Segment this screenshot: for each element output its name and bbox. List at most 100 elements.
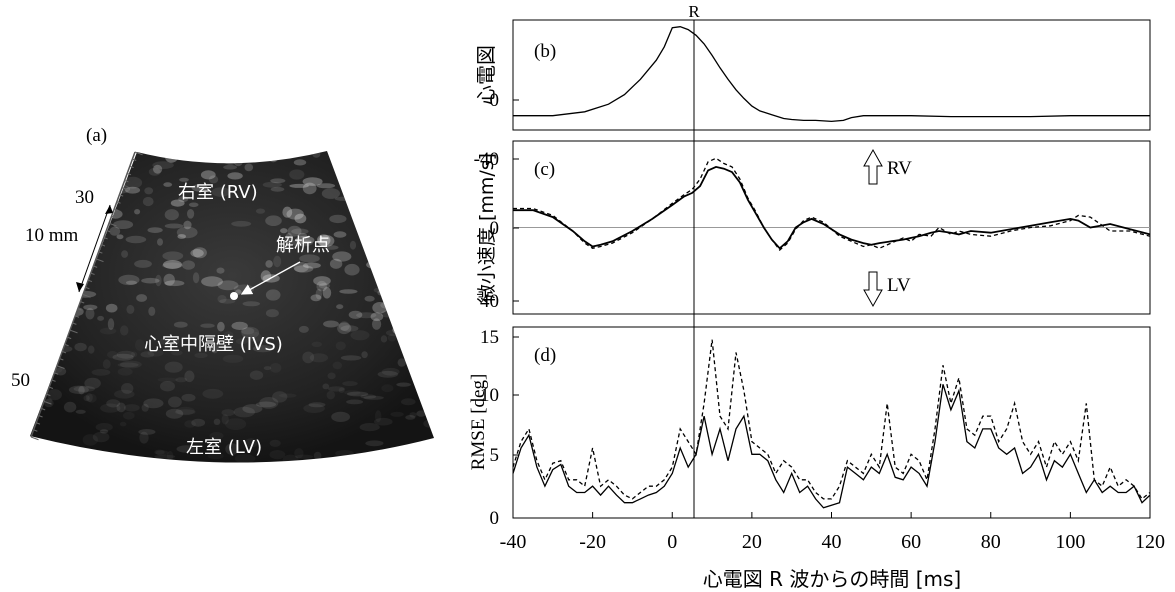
speckle [144, 460, 153, 463]
speckle [87, 345, 95, 354]
speckle [118, 274, 140, 286]
speckle [125, 235, 147, 244]
speckle [136, 151, 154, 154]
speckle [177, 234, 186, 239]
speckle [332, 251, 352, 262]
x-axis-ticks: -40 -20 0 20 40 60 80 100 120 [500, 512, 1165, 553]
speckle [327, 372, 336, 380]
speckle [123, 176, 143, 189]
speckle [265, 215, 282, 226]
scale-bar-line [78, 204, 111, 293]
y-tick-label: 5 [490, 445, 500, 466]
speckle [83, 395, 90, 402]
ruler-tick [116, 201, 121, 204]
speckle [408, 222, 418, 232]
label-ivs: 心室中隔壁 (IVS) [144, 334, 283, 355]
speckle [99, 327, 117, 335]
speckle [419, 157, 434, 167]
speckle [348, 310, 363, 319]
speckle [79, 469, 98, 474]
panel-b-label-group: (b) 心電図 [474, 41, 556, 105]
scale-bar-label: 10 mm [25, 225, 79, 246]
y-tick-label: 40 [480, 291, 499, 312]
speckle [54, 191, 76, 202]
speckle [344, 390, 360, 395]
speckle [360, 394, 377, 399]
speckle [349, 240, 357, 250]
speckle [155, 450, 169, 456]
analysis-point-arrow [240, 261, 301, 295]
speckle [398, 462, 408, 463]
speckle [374, 199, 394, 212]
speckle [183, 220, 192, 230]
speckle [87, 393, 97, 403]
speckle [423, 419, 434, 429]
series-dashed-c [513, 157, 1151, 251]
speckle [208, 175, 219, 184]
speckle [148, 167, 161, 176]
speckle [142, 196, 154, 207]
x-tick-label: 80 [981, 531, 1001, 553]
speckle [322, 287, 332, 299]
speckle [147, 227, 163, 234]
speckle [56, 282, 72, 294]
speckle [270, 178, 286, 184]
scale-bar-top-arrow [105, 205, 113, 214]
x-tick-label: 120 [1135, 531, 1165, 553]
speckle [329, 258, 343, 269]
ruler-tick [38, 415, 43, 418]
speckle [184, 420, 196, 428]
speckle [106, 399, 121, 408]
panel-label-c: (c) [534, 159, 555, 180]
speckle [345, 151, 358, 161]
speckle [192, 247, 207, 259]
speckle [255, 401, 277, 408]
speckle [240, 327, 255, 335]
speckle [372, 302, 388, 314]
x-tick-label: 0 [667, 531, 677, 553]
label-lv: 左室 (LV) [186, 437, 262, 458]
ruler-tick [49, 386, 54, 389]
speckle [255, 208, 266, 214]
speckle [282, 206, 293, 218]
speckle [327, 386, 345, 392]
speckle [385, 329, 405, 337]
speckle [219, 298, 236, 304]
speckle [396, 382, 411, 387]
speckle [223, 331, 234, 339]
speckle [311, 341, 322, 347]
speckle [322, 383, 330, 390]
x-tick-label: 20 [742, 531, 762, 553]
speckle [335, 341, 346, 351]
ruler-tick [124, 180, 129, 183]
speckle [216, 267, 225, 274]
speckle [413, 451, 432, 461]
speckle [248, 155, 261, 161]
speckle [394, 263, 402, 275]
speckle [91, 369, 111, 376]
speckle [74, 210, 82, 216]
ruler-tick [36, 422, 41, 425]
speckle [357, 182, 365, 192]
speckle [30, 248, 41, 261]
speckle [75, 212, 92, 220]
r-wave-marker-label: R [688, 2, 700, 21]
speckle [316, 234, 331, 247]
speckle [165, 152, 178, 163]
speckle [421, 394, 434, 399]
speckle [191, 184, 208, 192]
speckle [259, 397, 279, 409]
speckle [396, 158, 419, 164]
speckle [210, 342, 219, 354]
speckle [203, 461, 217, 463]
speckle [102, 359, 111, 369]
speckle [107, 351, 118, 359]
speckle [163, 260, 182, 269]
speckle [326, 390, 335, 400]
speckle [363, 395, 384, 400]
speckle [93, 151, 101, 154]
chart-panels: (b) 心電図 (c) 微小速度 [mm/s] RV LV (d) RMSE [… [468, 2, 1165, 591]
ruler-tick [111, 215, 116, 218]
speckle [344, 263, 360, 276]
speckle [170, 199, 185, 207]
